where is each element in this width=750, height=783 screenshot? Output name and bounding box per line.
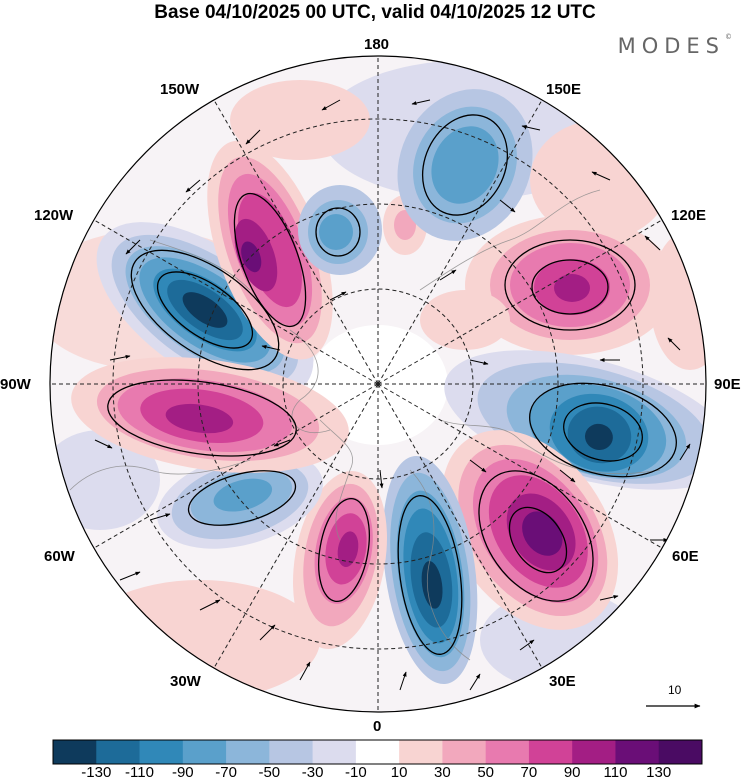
- colorbar-swatch: [139, 740, 184, 764]
- wind-vectors: [94, 99, 691, 691]
- low-10e: [382, 455, 478, 685]
- lon-label-60w: 60W: [44, 548, 75, 565]
- lon-label-30w: 30W: [170, 673, 201, 690]
- colorbar-tick-label: 90: [563, 764, 581, 781]
- colorbar: [52, 739, 703, 765]
- colorbar-swatch: [615, 740, 660, 764]
- lon-label-90w: 90W: [0, 376, 31, 393]
- lon-label-180: 180: [364, 36, 390, 53]
- colorbar-tick-label: 110: [603, 764, 628, 781]
- lon-label-150w: 150W: [160, 81, 200, 98]
- coastlines: [69, 189, 661, 661]
- low-180: [298, 185, 382, 275]
- parallels: [112, 118, 644, 650]
- high-near-pole-e: [420, 290, 510, 350]
- colorbar-tick-label: -70: [215, 764, 237, 781]
- lon-label-120w: 120W: [34, 207, 74, 224]
- colorbar-tick-label: -130: [81, 764, 112, 781]
- colorbar-swatch: [355, 740, 400, 764]
- colorbar-swatch: [96, 740, 141, 764]
- lon-label-150e: 150E: [546, 81, 582, 98]
- high-30w: [293, 471, 387, 649]
- colorbar-swatch: [442, 740, 487, 764]
- map-title: Base 04/10/2025 00 UTC, valid 04/10/2025…: [154, 2, 596, 23]
- high-120e: [465, 215, 675, 355]
- logo-mark: ©: [725, 33, 732, 41]
- colorbar-swatch: [226, 740, 270, 764]
- map-boundary: [49, 55, 707, 713]
- lon-label-90e: 90E: [714, 376, 741, 393]
- low-60w: [157, 451, 323, 549]
- colorbar-swatch: [182, 740, 227, 764]
- colorbar-swatch: [658, 740, 703, 764]
- colorbar-swatch: [269, 740, 314, 764]
- colorbar-tick-label: 50: [477, 764, 495, 781]
- colorbar-swatch: [572, 740, 616, 764]
- colorbar-swatch: [528, 740, 573, 764]
- colorbar-swatch: [53, 740, 97, 764]
- colorbar-border: [52, 739, 703, 765]
- logo-text: MODES: [617, 34, 725, 58]
- anomaly-field: [50, 56, 706, 712]
- streamlines: [107, 114, 677, 655]
- colorbar-tick-label: -50: [258, 764, 281, 781]
- lon-label-120e: 120E: [671, 207, 707, 224]
- colorbar-tick-label: -90: [171, 764, 194, 781]
- lon-label-30e: 30E: [549, 673, 576, 690]
- colorbar-swatch: [485, 740, 530, 764]
- colorbar-tick-label: 130: [646, 764, 672, 781]
- modes-logo: MODES©: [617, 33, 732, 58]
- lon-label-60e: 60E: [672, 548, 699, 565]
- high-90w: [71, 357, 349, 473]
- meridians: [50, 56, 706, 712]
- colorbar-tick-label: 10: [390, 764, 408, 781]
- colorbar-tick-label: -10: [345, 764, 367, 781]
- low-120w: [96, 222, 314, 398]
- colorbar-swatch: [399, 740, 443, 764]
- colorbar-tick-label: 30: [434, 764, 451, 781]
- colorbar-tick-label: -30: [301, 764, 324, 781]
- colorbar-swatch: [312, 740, 357, 764]
- colorbar-tick-label: 70: [520, 764, 538, 781]
- lon-label-0: 0: [373, 718, 382, 735]
- colorbar-tick-label: -110: [125, 764, 154, 781]
- vector-scale-label: 10: [668, 683, 682, 697]
